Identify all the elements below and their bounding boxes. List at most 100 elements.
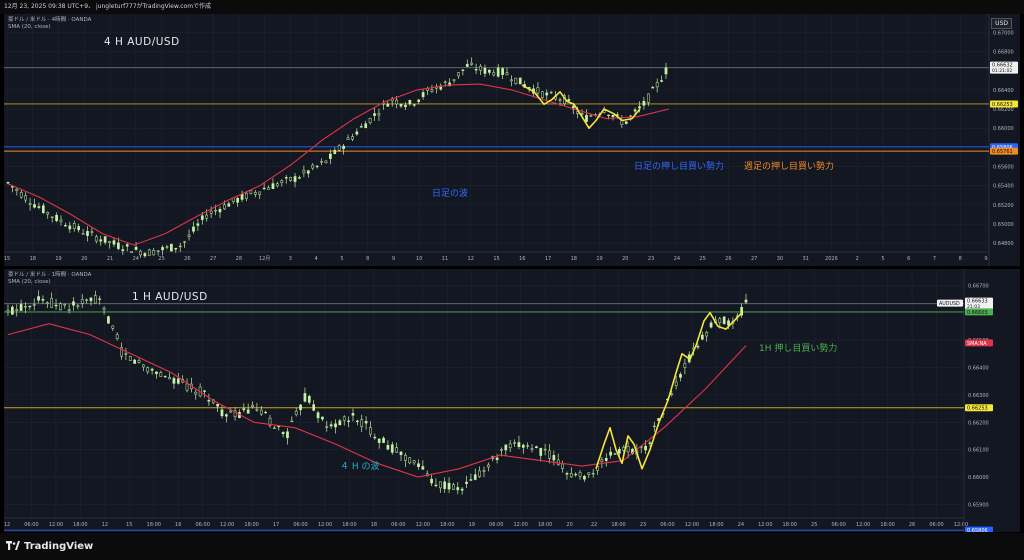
candle-body [679,374,682,378]
currency-label[interactable]: USD [991,18,1012,29]
y-tick-label: 0.66400 [993,88,1014,94]
candle-body [89,297,93,302]
candle-body [156,250,160,252]
x-tick-label: 06:00 [391,522,405,528]
x-tick-label: 31 [802,256,808,262]
candle-body [404,454,407,461]
panel-title: 1 H AUD/USD [132,291,208,303]
candle-body [495,457,499,460]
candle-body [200,215,204,220]
price-label-text: SMA:NA [967,341,987,347]
candle-body [289,176,292,181]
candle-body [452,79,456,81]
y-tick-label: 0.66000 [968,475,989,481]
x-tick-label: 19 [55,256,61,262]
candle-body [558,99,562,101]
candle-body [399,451,403,455]
chart-canvas-1h[interactable]: 12 06:00 12:00 18:00 12 15 18:00 16 06:00 12:00 18… [4,269,1020,532]
candle-body [530,448,534,450]
chart-panel-4h[interactable]: 15 18 19 20 21 24 25 26 27 28 12月 3 4 5 8 9 10 11 12 15 16 17… [4,14,1020,266]
candle-body [417,463,420,467]
x-tick-label: 30 [777,256,783,262]
candle-body [15,309,19,311]
price-label-badge [965,404,993,412]
candle-body [152,250,156,256]
indicator-label[interactable]: SMA (20, close) [8,24,51,30]
candle-body [76,305,80,307]
candle-body [346,137,350,140]
candle-body [574,473,578,476]
candle-body [618,448,621,454]
candle-body [209,210,213,214]
candle-body [67,309,71,311]
price-label-badge [965,339,993,347]
candle-body [337,145,341,151]
candle-body [585,114,588,122]
candle-body [355,131,359,135]
candle-body [648,442,652,444]
x-tick-label: 24 [133,256,139,262]
annotation-daily-wave: 日足の波 [432,189,469,199]
candle-body [218,208,222,213]
x-tick-label: 18 [30,256,36,262]
candle-body [203,390,206,392]
candle-body [24,306,27,308]
x-tick-label: 26 [725,256,731,262]
candle-body [399,103,403,107]
candle-body [404,104,407,108]
x-tick-label: 18 [371,522,377,528]
candle-body [264,411,267,414]
x-tick-label: 21 [107,256,113,262]
candle-body [259,409,263,415]
candle-body [229,410,233,413]
candle-body [103,236,107,243]
candle-body [64,225,67,227]
price-label-text: 0.65761 [992,149,1013,155]
x-tick-label: 9 [392,256,395,262]
indicator-label[interactable]: SMA (20, close) [8,279,51,285]
x-tick-label: 23 [648,256,654,262]
candle-body [500,449,503,451]
x-tick-label: 18:00 [709,522,723,528]
annotation-daily-buy: 日足の押し目買い勢力 [634,162,725,172]
candle-body [651,87,655,89]
candle-body [709,322,713,328]
candle-body [271,183,275,189]
candle-body [333,149,337,155]
candle-body [6,310,10,313]
chart-panel-1h[interactable]: 12 06:00 12:00 18:00 12 15 18:00 16 06:00 12:00 18… [4,269,1020,532]
candle-body [744,299,748,303]
candle-body [479,66,482,71]
annotation-4h-wave: ４ H の波 [340,462,380,472]
candle-body [510,79,513,82]
candle-body [642,100,646,106]
candle-body [28,203,32,205]
candle-body [245,192,248,199]
candle-body [487,464,490,468]
candle-body [434,484,438,487]
candle-body [504,444,508,451]
candle-body [276,183,279,187]
price-label-text: 0.66603 [967,310,988,316]
candle-body [150,368,154,371]
candle-body [72,223,76,229]
candle-body [86,231,89,236]
candle-body [298,177,301,179]
x-tick-label: 6 [907,256,910,262]
price-label-badge [990,61,1018,74]
candle-body [589,115,593,117]
chart-header: 12月 23, 2025 09:38 UTC+9、 jungleturf777が… [0,0,1024,14]
candle-body [50,216,54,218]
candle-body [37,296,40,301]
candle-body [316,412,320,419]
candle-body [302,169,306,174]
x-tick-label: 18:00 [440,522,454,528]
x-tick-label: 19 [469,522,475,528]
candle-body [430,478,433,484]
tradingview-brand[interactable]: TradingView [6,541,93,552]
candle-body [59,303,62,311]
candle-body [216,403,219,407]
candle-body [587,472,591,475]
candle-body [421,92,425,98]
chart-canvas-4h[interactable]: 15 18 19 20 21 24 25 26 27 28 12月 3 4 5 8 9 10 11 12 15 16 17… [4,14,1020,266]
